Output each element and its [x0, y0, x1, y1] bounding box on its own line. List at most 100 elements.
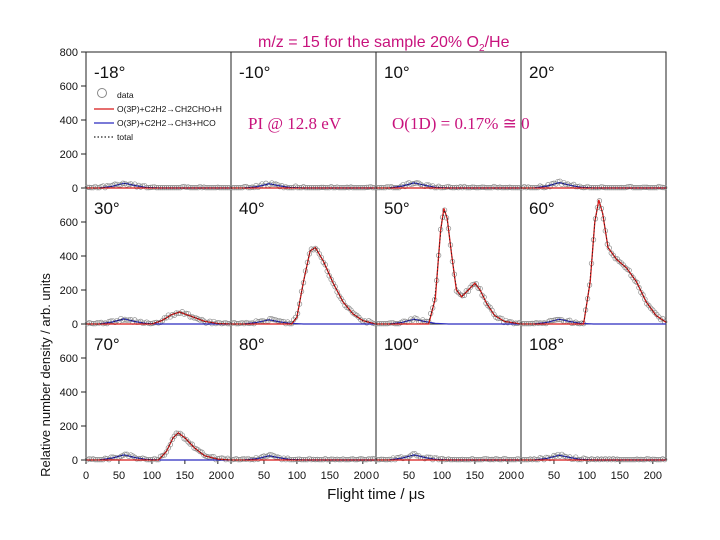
- data-point: [241, 184, 247, 190]
- legend-label: O(3P)+C2H2→CH2CHO+H: [117, 104, 222, 114]
- data-point: [612, 255, 618, 262]
- panel-angle-label: 50°: [384, 199, 410, 218]
- total-line: [231, 246, 377, 325]
- y-tick-label: 600: [60, 81, 78, 93]
- total-line: [376, 208, 522, 325]
- x-tick-label: 50: [548, 470, 560, 482]
- data-point: [642, 296, 648, 302]
- panel-angle-label: 80°: [239, 335, 265, 354]
- data-point: [624, 184, 630, 190]
- panel-angle-label: 20°: [529, 63, 555, 82]
- panel-angle-label: 108°: [529, 335, 564, 354]
- legend-label: O(3P)+C2H2→CH3+HCO: [117, 118, 216, 128]
- data-point: [598, 456, 605, 462]
- y-tick-label: 800: [60, 47, 78, 59]
- data-point: [384, 183, 390, 190]
- data-point: [330, 456, 336, 462]
- x-tick-label: 200: [499, 470, 517, 482]
- x-tick-label: 150: [611, 470, 629, 482]
- x-tick-label: 100: [143, 470, 161, 482]
- x-tick-label: 100: [578, 470, 596, 482]
- data-point: [334, 184, 340, 190]
- ch2cho-h-line: [231, 246, 377, 325]
- x-tick-label: 100: [288, 470, 306, 482]
- data-point: [112, 181, 118, 187]
- data-point: [555, 178, 561, 185]
- data-point: [497, 184, 503, 190]
- data-point: [437, 456, 444, 462]
- data-point: [360, 456, 366, 462]
- x-axis-label: Flight time / μs: [327, 486, 425, 503]
- x-tick-label: 50: [403, 470, 415, 482]
- panel-angle-label: 100°: [384, 335, 419, 354]
- x-tick-label: 50: [258, 470, 270, 482]
- data-point: [638, 456, 644, 462]
- data-point: [187, 441, 193, 447]
- panel-angle-label: 10°: [384, 63, 410, 82]
- total-line: [86, 432, 232, 461]
- data-point: [267, 316, 273, 322]
- data-point: [471, 184, 477, 190]
- data-point: [366, 456, 372, 462]
- data-point: [501, 455, 507, 462]
- data-point: [358, 456, 364, 462]
- data-point: [626, 183, 632, 190]
- y-tick-label: 200: [60, 421, 78, 433]
- y-tick-label: 0: [72, 183, 78, 195]
- y-tick-label: 200: [60, 285, 78, 297]
- data-point: [443, 184, 450, 190]
- x-tick-label: 0: [228, 470, 234, 482]
- data-point: [569, 320, 575, 326]
- data-point: [388, 320, 394, 326]
- y-tick-label: 200: [60, 149, 78, 161]
- data-point: [644, 184, 650, 190]
- data-point: [179, 184, 185, 190]
- data-point: [588, 456, 595, 462]
- data-point: [215, 184, 221, 190]
- data-point: [614, 456, 620, 462]
- data-point: [658, 184, 664, 190]
- y-tick-label: 400: [60, 251, 78, 263]
- data-point: [636, 285, 642, 291]
- x-tick-label: 150: [176, 470, 194, 482]
- y-axis-label: Relative number density / arb. units: [38, 273, 53, 477]
- data-point: [634, 456, 640, 462]
- panel-angle-label: 60°: [529, 199, 555, 218]
- data-point: [229, 320, 235, 326]
- data-point: [650, 456, 656, 462]
- x-tick-label: 50: [113, 470, 125, 482]
- data-point: [469, 184, 475, 190]
- data-point: [88, 456, 94, 462]
- data-point: [479, 184, 485, 190]
- x-tick-label: 200: [644, 470, 662, 482]
- y-tick-label: 400: [60, 115, 78, 127]
- data-point: [332, 284, 338, 290]
- x-tick-label: 0: [373, 470, 379, 482]
- data-point: [495, 456, 501, 462]
- data-point: [153, 319, 160, 326]
- x-tick-label: 0: [518, 470, 524, 482]
- panel-angle-label: 70°: [94, 335, 120, 354]
- y-tick-label: 600: [60, 217, 78, 229]
- data-point: [134, 456, 140, 462]
- total-line: [521, 203, 667, 325]
- chart-title: m/z = 15 for the sample 20% O2/He: [258, 34, 510, 55]
- data-point: [334, 456, 340, 462]
- y-tick-label: 600: [60, 353, 78, 365]
- total-line: [86, 312, 232, 325]
- data-point: [497, 315, 503, 321]
- x-tick-label: 200: [209, 470, 227, 482]
- x-tick-label: 0: [83, 470, 89, 482]
- y-tick-label: 400: [60, 387, 78, 399]
- data-point: [481, 456, 487, 462]
- data-point: [328, 456, 334, 462]
- data-point: [640, 292, 646, 298]
- data-point: [239, 456, 245, 462]
- y-tick-label: 0: [72, 319, 78, 331]
- panel-angle-label: 30°: [94, 199, 120, 218]
- data-point: [642, 184, 648, 190]
- data-point: [463, 288, 469, 294]
- data-point: [471, 281, 477, 287]
- data-point: [453, 184, 460, 190]
